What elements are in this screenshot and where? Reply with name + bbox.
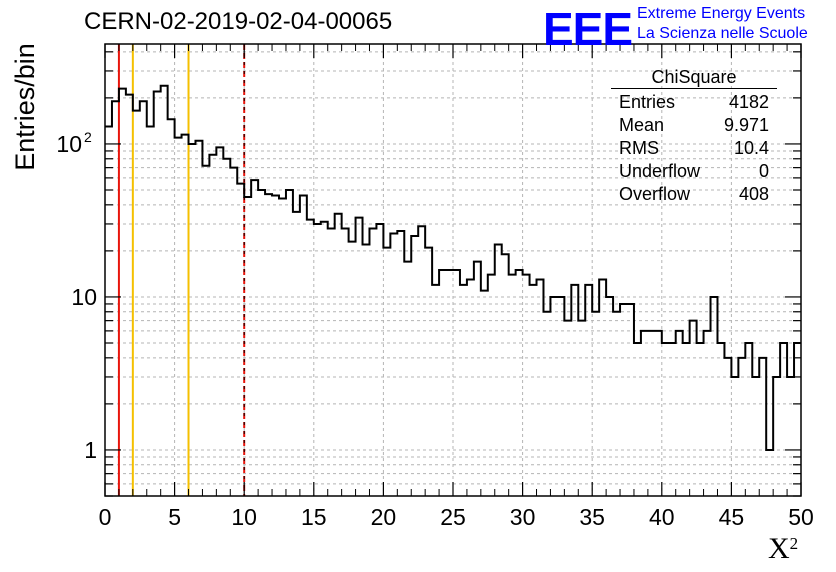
stats-row: Overflow 408 — [611, 183, 777, 206]
x-tick-label: 45 — [719, 504, 745, 530]
stats-value: 408 — [738, 184, 769, 204]
logo-caption: Extreme Energy Events La Scienza nelle S… — [637, 4, 808, 44]
x-tick-label: 30 — [510, 504, 536, 530]
stats-label: Mean — [619, 115, 665, 135]
stats-row: Underflow 0 — [611, 160, 777, 183]
axis-ticks — [104, 44, 802, 497]
stats-label: Overflow — [619, 184, 691, 204]
logo-caption-line2: La Scienza nelle Scuole — [637, 25, 808, 42]
x-axis-label: X2 — [768, 532, 798, 566]
stats-value: 0 — [758, 161, 769, 181]
x-tick-label: 35 — [579, 504, 605, 530]
x-tick-label: 10 — [231, 504, 257, 530]
stats-label: Entries — [619, 92, 676, 112]
eee-logo: EEE — [543, 3, 633, 55]
x-tick-label: 50 — [788, 504, 814, 530]
x-tick-label: 20 — [371, 504, 397, 530]
stats-title: ChiSquare — [611, 66, 777, 89]
stats-box: ChiSquare Entries 4182 Mean 9.971 RMS 10.4 … — [611, 66, 777, 206]
y-tick-label-exponent: 2 — [84, 129, 92, 145]
y-tick-label: 1 — [84, 437, 97, 463]
x-tick-label: 0 — [99, 504, 112, 530]
stats-label: Underflow — [619, 161, 701, 181]
stats-value: 4182 — [728, 92, 769, 112]
y-tick-label: 10 — [71, 284, 97, 310]
x-tick-label: 25 — [440, 504, 466, 530]
stats-label: RMS — [619, 138, 659, 158]
x-tick-label: 5 — [168, 504, 181, 530]
x-axis-label-base: X — [768, 532, 790, 565]
chart-grid — [105, 44, 801, 497]
x-tick-label: 15 — [301, 504, 327, 530]
chart-title: CERN-02-2019-02-04-00065 — [84, 8, 393, 35]
y-tick-label: 10 — [56, 131, 82, 157]
logo-caption-line1: Extreme Energy Events — [637, 5, 806, 22]
stats-value: 10.4 — [733, 138, 769, 158]
y-axis-label: Entries/bin — [10, 43, 40, 171]
stats-row: RMS 10.4 — [611, 137, 777, 160]
stats-value: 9.971 — [723, 115, 769, 135]
x-axis-label-superscript: 2 — [789, 534, 799, 553]
histogram-line — [105, 84, 801, 451]
stats-row: Mean 9.971 — [611, 114, 777, 137]
x-tick-label: 40 — [649, 504, 675, 530]
reference-lines — [117, 44, 246, 496]
stats-row: Entries 4182 — [611, 91, 777, 114]
